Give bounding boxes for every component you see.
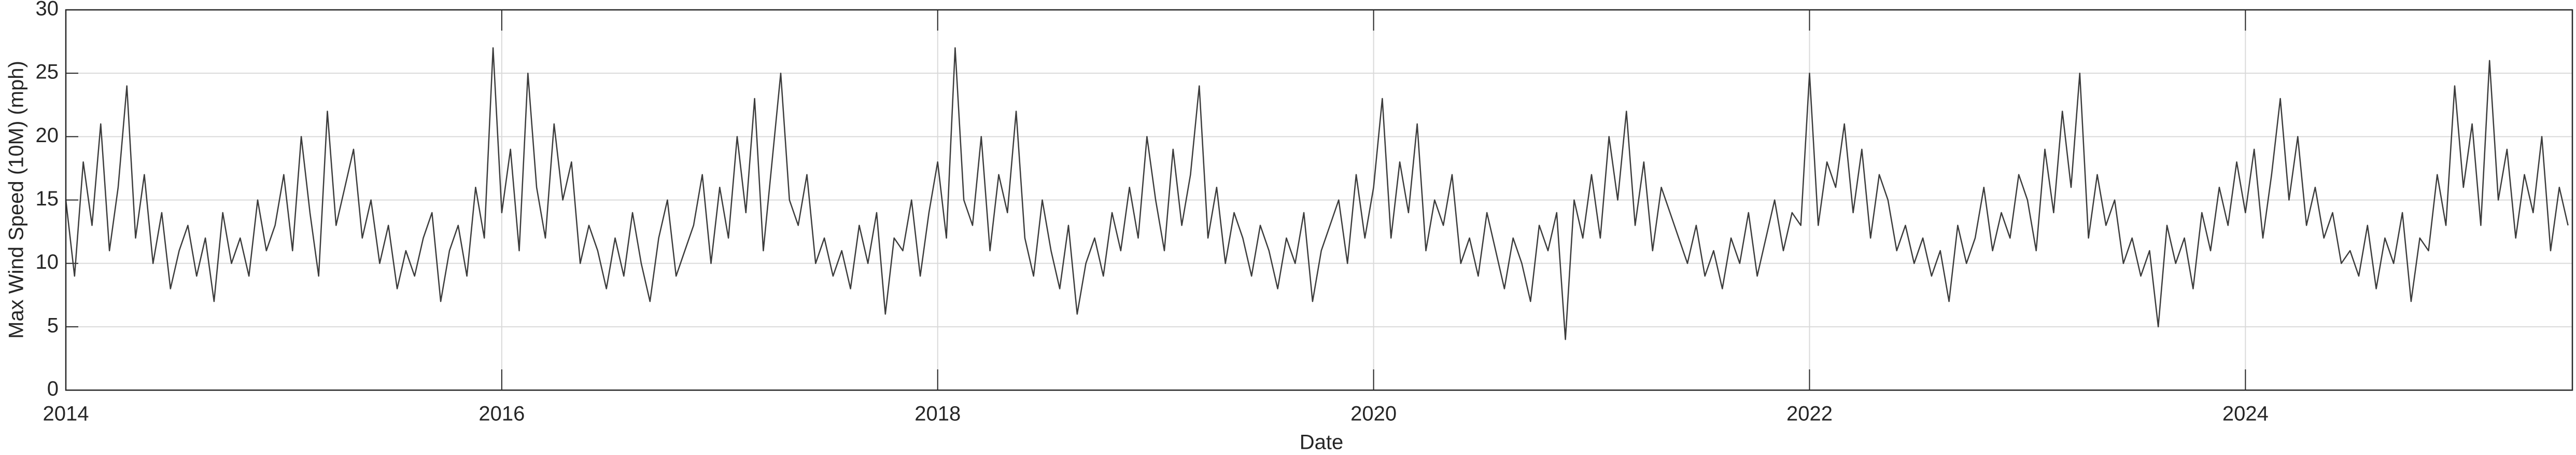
x-axis-label: Date	[1300, 431, 1344, 454]
y-tick-label: 20	[36, 124, 59, 147]
y-tick-label: 5	[47, 314, 59, 337]
y-tick-label: 15	[36, 187, 59, 210]
x-tick-label: 2020	[1350, 403, 1397, 425]
plot-frame	[65, 9, 2573, 391]
y-tick-label: 0	[47, 378, 59, 401]
x-tick-label: 2014	[43, 403, 89, 425]
x-tick-label: 2022	[1786, 403, 1833, 425]
y-tick-label: 30	[36, 0, 59, 20]
y-tick-label: 25	[36, 61, 59, 84]
x-tick-label: 2018	[914, 403, 961, 425]
y-axis-label: Max Wind Speed (10M) (mph)	[5, 61, 28, 339]
y-tick-label: 10	[36, 251, 59, 273]
x-tick-label: 2024	[2222, 403, 2269, 425]
x-tick-label: 2016	[478, 403, 525, 425]
data-line	[65, 47, 2569, 340]
